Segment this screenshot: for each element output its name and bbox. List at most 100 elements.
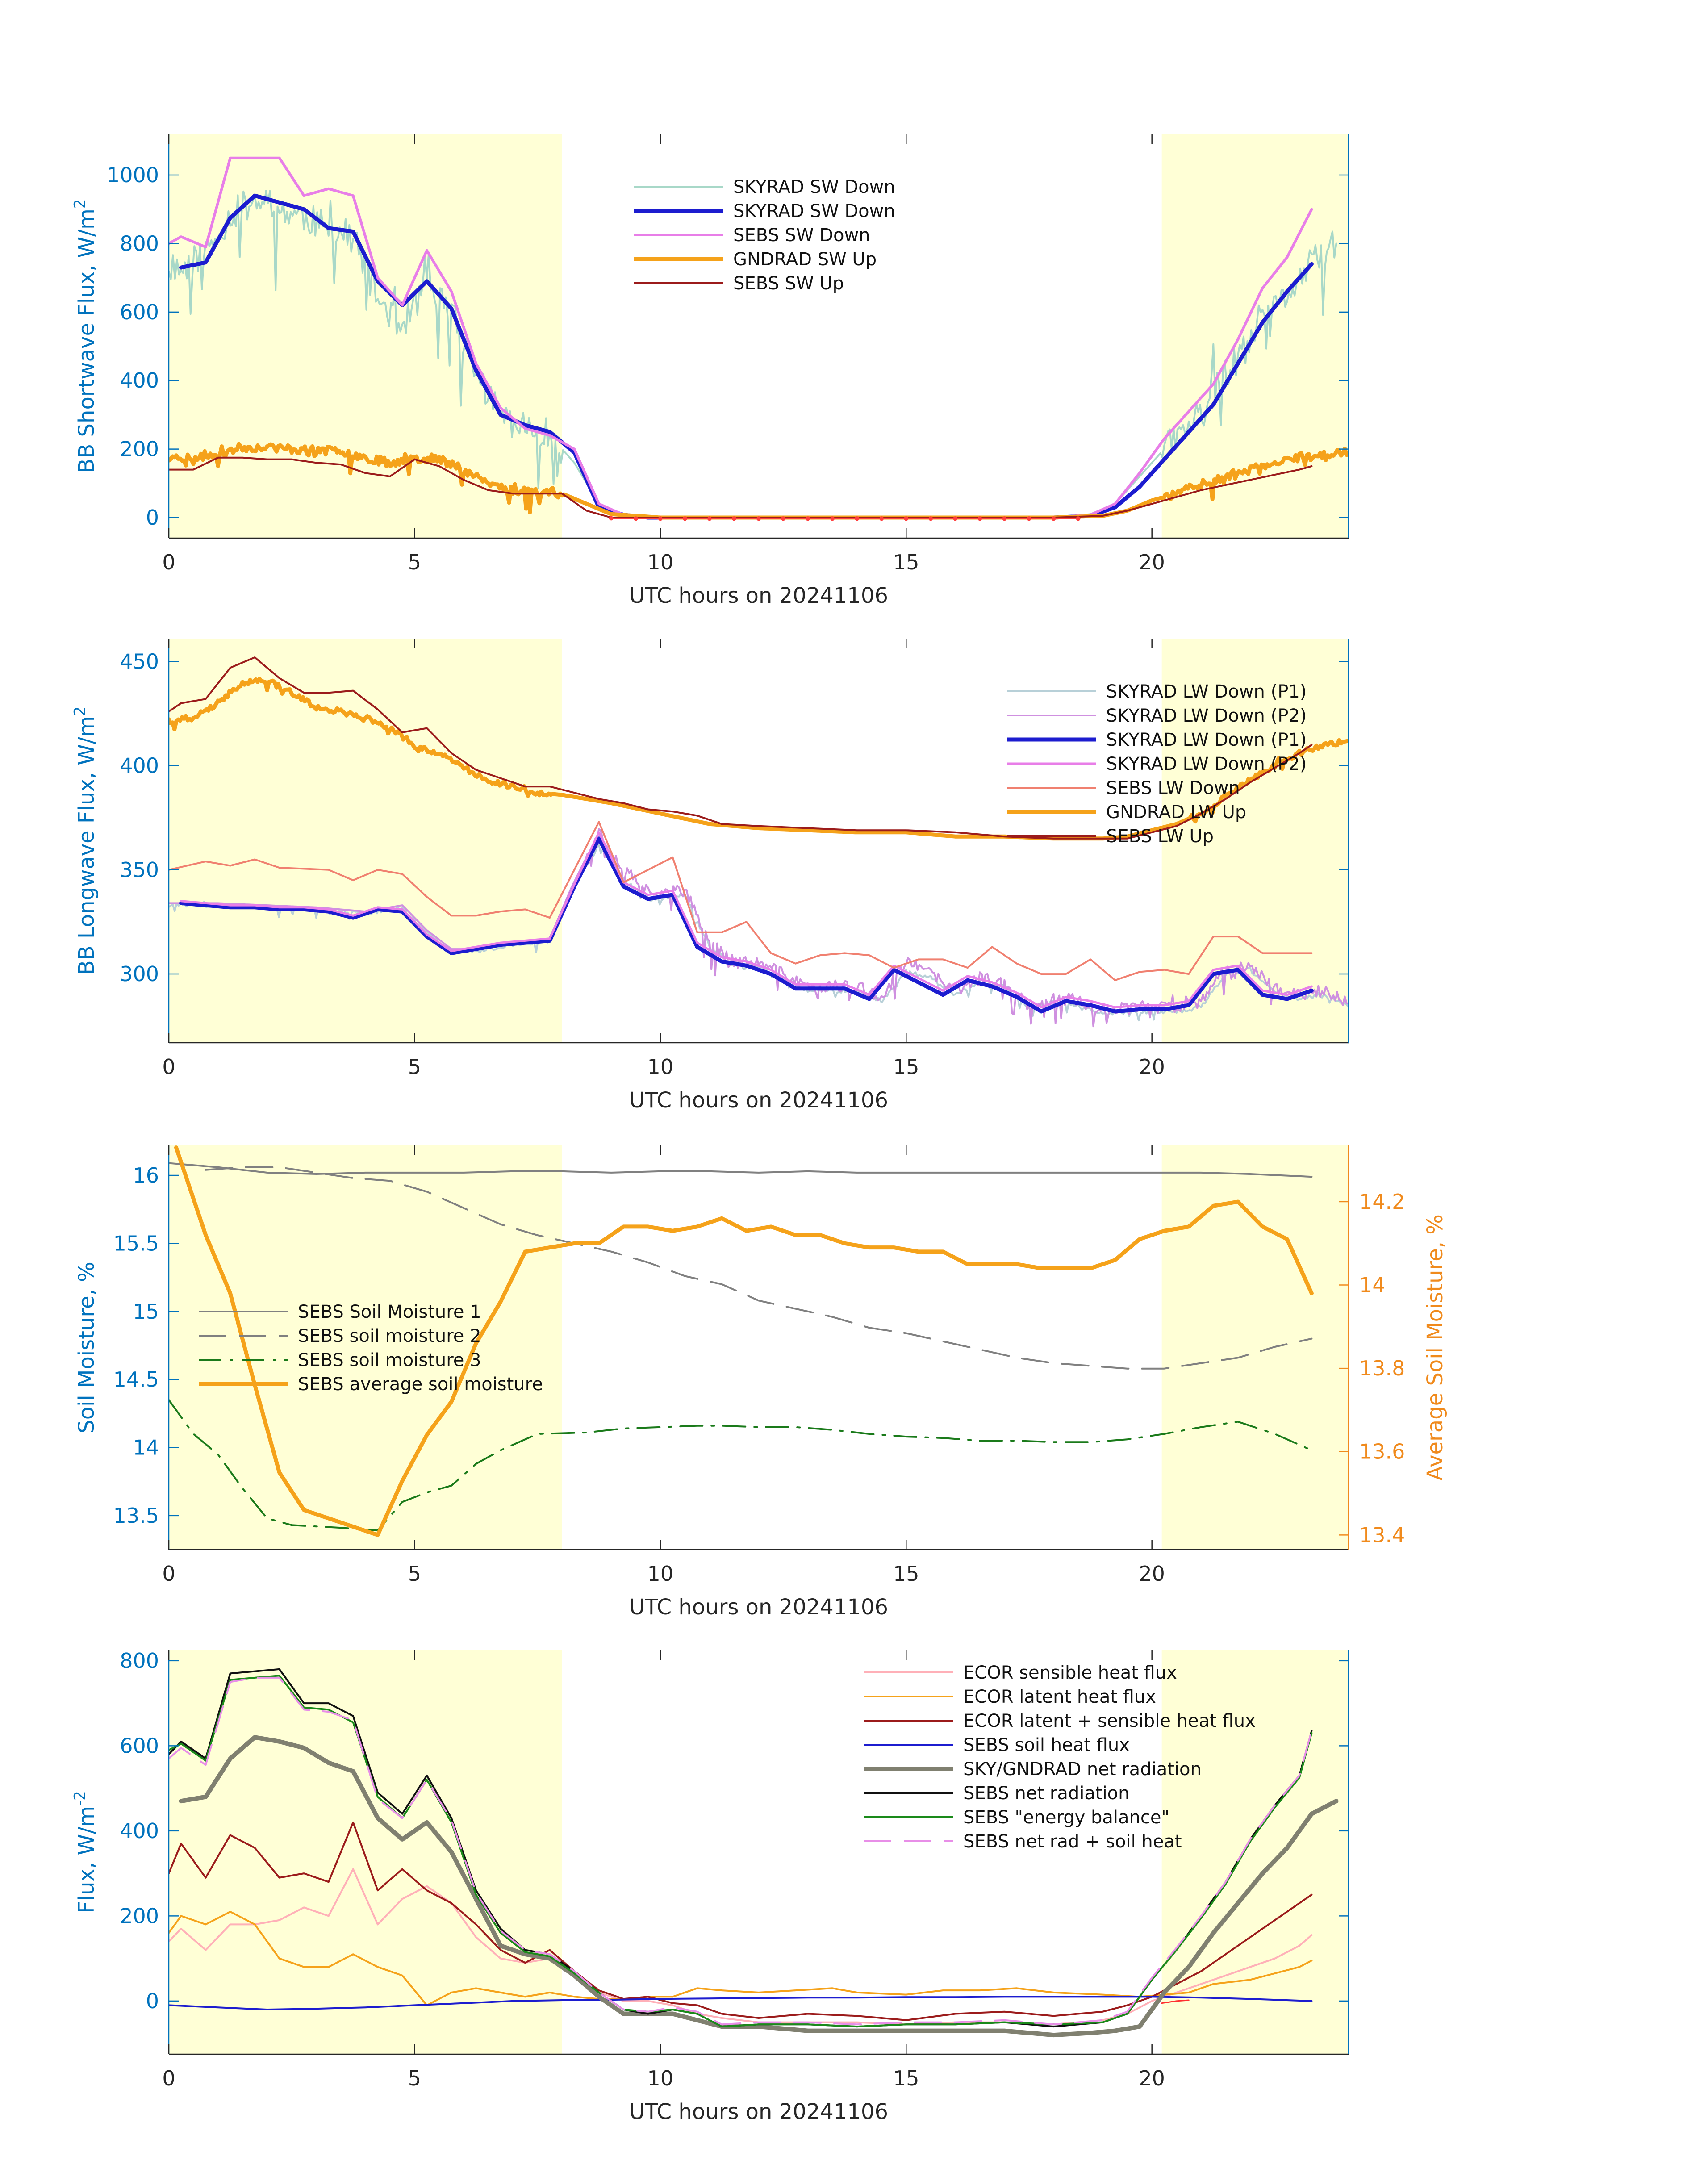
x-tick-label: 15 — [893, 1055, 919, 1079]
series-group — [169, 1145, 1314, 1537]
y-tick-label: 0 — [146, 506, 159, 530]
x-tick-label: 10 — [647, 2066, 674, 2090]
x-tick-label: 5 — [408, 550, 421, 574]
data-point — [731, 516, 736, 521]
series-group — [169, 156, 1349, 521]
y-axis-label: BB Longwave Flux, W/m2 — [71, 706, 99, 975]
y2-tick-label: 13.8 — [1359, 1356, 1405, 1380]
x-axis-label: UTC hours on 20241106 — [629, 1088, 888, 1113]
x-tick-label: 10 — [647, 550, 674, 574]
x-tick-label: 20 — [1139, 1055, 1165, 1079]
x-tick-label: 20 — [1139, 550, 1165, 574]
data-point — [855, 516, 860, 521]
series-line-skyrad-lw-down-p2 — [180, 831, 1313, 1009]
legend-label-sebs-sw-down: SEBS SW Down — [733, 225, 870, 246]
y-tick-label: 350 — [120, 858, 159, 882]
legend-label-sebs-net-rad-soil-heat: SEBS net rad + soil heat — [963, 1831, 1182, 1852]
y-tick-label: 200 — [120, 437, 159, 461]
x-tick-label: 5 — [408, 2066, 421, 2090]
y-tick-label: 200 — [120, 1904, 159, 1928]
legend-label-gndrad-sw-up: GNDRAD SW Up — [733, 249, 877, 270]
x-tick-label: 15 — [893, 2066, 919, 2090]
series-line-gndrad-lw-up — [169, 677, 1349, 841]
x-tick-label: 20 — [1139, 1562, 1165, 1586]
data-point — [1051, 516, 1056, 521]
y-tick-label: 600 — [120, 1734, 159, 1758]
series-line-ecor-latent-sensible-heat-flux — [169, 1821, 1313, 2021]
series-line-sebs-lw-down — [169, 821, 1313, 982]
data-point — [707, 516, 712, 521]
y2-tick-label: 13.4 — [1359, 1523, 1405, 1547]
legend-label-sebs-soil-moisture-1: SEBS Soil Moisture 1 — [298, 1302, 481, 1322]
x-axis-label: UTC hours on 20241106 — [629, 1595, 888, 1620]
y2-tick-label: 14.2 — [1359, 1190, 1405, 1214]
legend: SEBS Soil Moisture 1 SEBS soil moisture 2… — [199, 1302, 543, 1395]
legend-label-sebs-lw-down: SEBS LW Down — [1106, 778, 1240, 798]
y-tick-label: 1000 — [107, 163, 159, 187]
series-line-sebs-soil-heat-flux — [169, 1996, 1313, 2010]
series-line-sebs-sw-up — [169, 456, 1313, 518]
legend-label-sebs-energy-balance: SEBS "energy balance" — [963, 1807, 1169, 1828]
night-shading-0 — [169, 1145, 562, 1550]
legend: ECOR sensible heat flux ECOR latent heat … — [864, 1663, 1256, 1852]
x-tick-label: 0 — [162, 2066, 175, 2090]
data-point — [953, 516, 958, 521]
chart-panel-flux: 0 5 10 15 20 UTC hours on 20241106 0 200 400 600 8… — [71, 1649, 1349, 2124]
data-point — [1076, 516, 1081, 521]
y-tick-label: 400 — [120, 1819, 159, 1843]
y-axis-label: BB Shortwave Flux, W/m2 — [71, 199, 99, 473]
chart-panel-lw: 0 5 10 15 20 UTC hours on 20241106 300 350 400 45… — [71, 639, 1349, 1113]
y-axis-label: Soil Moisture, % — [74, 1262, 99, 1433]
legend-label-skyrad-sw-down: SKYRAD SW Down — [733, 201, 895, 221]
y-tick-label: 400 — [120, 754, 159, 778]
legend-label-skyrad-lw-down-p2: SKYRAD LW Down (P2) — [1106, 754, 1307, 774]
series-line-sebs-average-soil-moisture — [174, 1145, 1314, 1537]
legend-label-sebs-sw-up: SEBS SW Up — [733, 273, 844, 294]
legend-label-sebs-soil-moisture-3: SEBS soil moisture 3 — [298, 1350, 481, 1371]
x-tick-label: 20 — [1139, 2066, 1165, 2090]
legend: SKYRAD SW Down SKYRAD SW Down SEBS SW Down… — [634, 177, 895, 294]
legend-label-skyrad-lw-down-p1: SKYRAD LW Down (P1) — [1106, 681, 1307, 702]
legend-label-ecor-sensible-heat-flux: ECOR sensible heat flux — [963, 1663, 1177, 1683]
series-group — [169, 656, 1349, 1028]
legend-label-ecor-latent-sensible-heat-flux: ECOR latent + sensible heat flux — [963, 1711, 1256, 1731]
night-shading-1 — [1161, 1145, 1349, 1550]
series-group — [169, 1668, 1339, 2038]
y-tick-label: 14.5 — [113, 1367, 159, 1391]
legend-label-skyrad-lw-down-p2: SKYRAD LW Down (P2) — [1106, 706, 1307, 726]
data-point — [609, 516, 614, 521]
legend-label-sebs-soil-heat-flux: SEBS soil heat flux — [963, 1735, 1130, 1755]
legend-label-sky-gndrad-net-radiation: SKY/GNDRAD net radiation — [963, 1759, 1202, 1780]
legend-label-sebs-soil-moisture-2: SEBS soil moisture 2 — [298, 1326, 481, 1346]
legend: SKYRAD LW Down (P1) SKYRAD LW Down (P2) SK… — [1007, 681, 1307, 847]
x-tick-label: 10 — [647, 1562, 674, 1586]
y2-tick-label: 14 — [1359, 1273, 1386, 1297]
series-line-aux-8 — [1161, 1999, 1190, 2004]
series-line-sebs-soil-moisture-1 — [169, 1162, 1313, 1178]
night-shading-0 — [169, 1650, 562, 2054]
legend-label-sebs-net-radiation: SEBS net radiation — [963, 1783, 1129, 1804]
chart-panel-soil: 0 5 10 15 20 UTC hours on 20241106 13.5 14 14.5 1… — [74, 1145, 1448, 1620]
y-tick-label: 14 — [133, 1435, 159, 1459]
series-line-skyrad-lw-down-p1 — [179, 836, 1314, 1014]
legend-label-gndrad-lw-up: GNDRAD LW Up — [1106, 802, 1246, 823]
legend-label-ecor-latent-heat-flux: ECOR latent heat flux — [963, 1687, 1156, 1707]
series-line-sebs-soil-moisture-2 — [205, 1166, 1313, 1370]
y-tick-label: 450 — [120, 649, 159, 673]
data-point — [756, 516, 761, 521]
y-tick-label: 600 — [120, 300, 159, 324]
x-tick-label: 15 — [893, 1562, 919, 1586]
series-line-sebs-lw-up — [169, 656, 1313, 840]
data-point — [830, 516, 835, 521]
y-tick-label: 16 — [133, 1163, 159, 1187]
x-tick-label: 5 — [408, 1562, 421, 1586]
x-tick-label: 10 — [647, 1055, 674, 1079]
x-axis-label: UTC hours on 20241106 — [629, 2099, 888, 2124]
y-tick-label: 15 — [133, 1300, 159, 1324]
y-tick-label: 300 — [120, 962, 159, 986]
data-point — [806, 516, 810, 521]
series-line-sky-gndrad-net-radiation — [179, 1735, 1339, 2038]
data-point — [633, 516, 638, 521]
night-shading-0 — [169, 639, 562, 1043]
